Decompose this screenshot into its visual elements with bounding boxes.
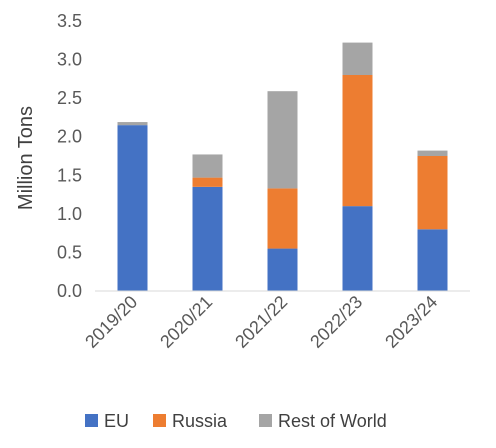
x-tick-label: 2019/20: [81, 292, 141, 352]
y-tick-label: 0.5: [57, 242, 82, 262]
legend-item-rest-of-world: Rest of World: [259, 411, 387, 431]
x-tick-label: 2021/22: [231, 292, 291, 352]
bar-eu-4: [417, 229, 448, 291]
bar-eu-3: [342, 206, 373, 291]
bar-russia-2: [267, 188, 298, 249]
legend-swatch: [153, 414, 166, 427]
legend-item-eu: EU: [85, 411, 129, 431]
x-axis-ticks: 2019/20 2020/21 2021/22 2022/23 2023/24: [81, 292, 441, 352]
legend-item-russia: Russia: [153, 411, 228, 431]
y-axis-label: Million Tons: [15, 106, 37, 210]
x-tick-label: 2022/23: [306, 292, 366, 352]
bar-eu-1: [192, 186, 223, 291]
bar-rest-of-world-3: [342, 42, 373, 75]
bar-russia-3: [342, 75, 373, 207]
bar-eu-0: [117, 125, 148, 292]
legend-label: Rest of World: [278, 411, 387, 431]
bar-rest-of-world-1: [192, 154, 223, 178]
legend-swatch: [85, 414, 98, 427]
legend: EU Russia Rest of World: [85, 411, 387, 431]
y-tick-label: 3.5: [57, 11, 82, 31]
bar-eu-2: [267, 248, 298, 291]
y-tick-label: 1.5: [57, 165, 82, 185]
y-tick-label: 1.0: [57, 204, 82, 224]
y-tick-label: 3.0: [57, 50, 82, 70]
legend-label: EU: [104, 411, 129, 431]
bar-rest-of-world-0: [117, 122, 148, 126]
bars: [117, 42, 448, 292]
y-tick-label: 0.0: [57, 281, 82, 301]
y-tick-label: 2.0: [57, 127, 82, 147]
bar-rest-of-world-2: [267, 91, 298, 189]
bar-russia-1: [192, 177, 223, 187]
x-tick-label: 2023/24: [381, 292, 441, 352]
x-tick-label: 2020/21: [156, 292, 216, 352]
bar-rest-of-world-4: [417, 150, 448, 156]
y-tick-label: 2.5: [57, 88, 82, 108]
y-axis-ticks: 0.0 0.5 1.0 1.5 2.0 2.5 3.0 3.5: [57, 11, 82, 301]
legend-swatch: [259, 414, 272, 427]
bar-russia-4: [417, 156, 448, 230]
legend-label: Russia: [172, 411, 228, 431]
